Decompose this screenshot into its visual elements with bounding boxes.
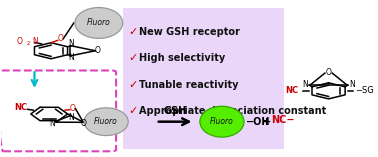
FancyBboxPatch shape bbox=[123, 8, 284, 149]
Text: ✓: ✓ bbox=[128, 106, 138, 116]
Ellipse shape bbox=[200, 106, 244, 137]
Text: Fluoro: Fluoro bbox=[87, 19, 111, 27]
Ellipse shape bbox=[84, 108, 128, 135]
Text: O: O bbox=[95, 46, 101, 55]
Text: High selectivity: High selectivity bbox=[138, 53, 225, 63]
Text: ✓: ✓ bbox=[128, 27, 138, 37]
Text: NC−: NC− bbox=[271, 115, 295, 125]
Text: GSH: GSH bbox=[163, 106, 187, 116]
Text: NC: NC bbox=[285, 86, 298, 95]
Text: +: + bbox=[262, 117, 271, 127]
Text: New GSH receptor: New GSH receptor bbox=[138, 27, 239, 37]
Text: Fluoro: Fluoro bbox=[94, 117, 118, 126]
Text: ✓: ✓ bbox=[128, 80, 138, 90]
Text: Fluoro: Fluoro bbox=[210, 117, 234, 126]
Ellipse shape bbox=[75, 8, 123, 38]
Text: N: N bbox=[32, 37, 38, 46]
Text: N: N bbox=[68, 113, 74, 122]
Text: O: O bbox=[70, 104, 75, 113]
Text: N: N bbox=[69, 53, 74, 62]
Text: O: O bbox=[81, 119, 87, 128]
Text: NC: NC bbox=[14, 103, 27, 111]
Text: 2: 2 bbox=[27, 41, 30, 46]
Text: O: O bbox=[325, 68, 332, 76]
Text: O: O bbox=[17, 37, 23, 46]
Text: N: N bbox=[349, 80, 355, 89]
Text: O: O bbox=[57, 34, 63, 43]
Text: −OH: −OH bbox=[246, 117, 270, 127]
Text: Tunable reactivity: Tunable reactivity bbox=[138, 80, 238, 90]
Text: N: N bbox=[69, 39, 74, 49]
Text: Appropriate dissociation constant: Appropriate dissociation constant bbox=[138, 106, 326, 116]
Text: N: N bbox=[50, 119, 55, 128]
Text: −SG: −SG bbox=[355, 86, 374, 95]
Text: N: N bbox=[302, 80, 308, 89]
Text: ✓: ✓ bbox=[128, 53, 138, 63]
